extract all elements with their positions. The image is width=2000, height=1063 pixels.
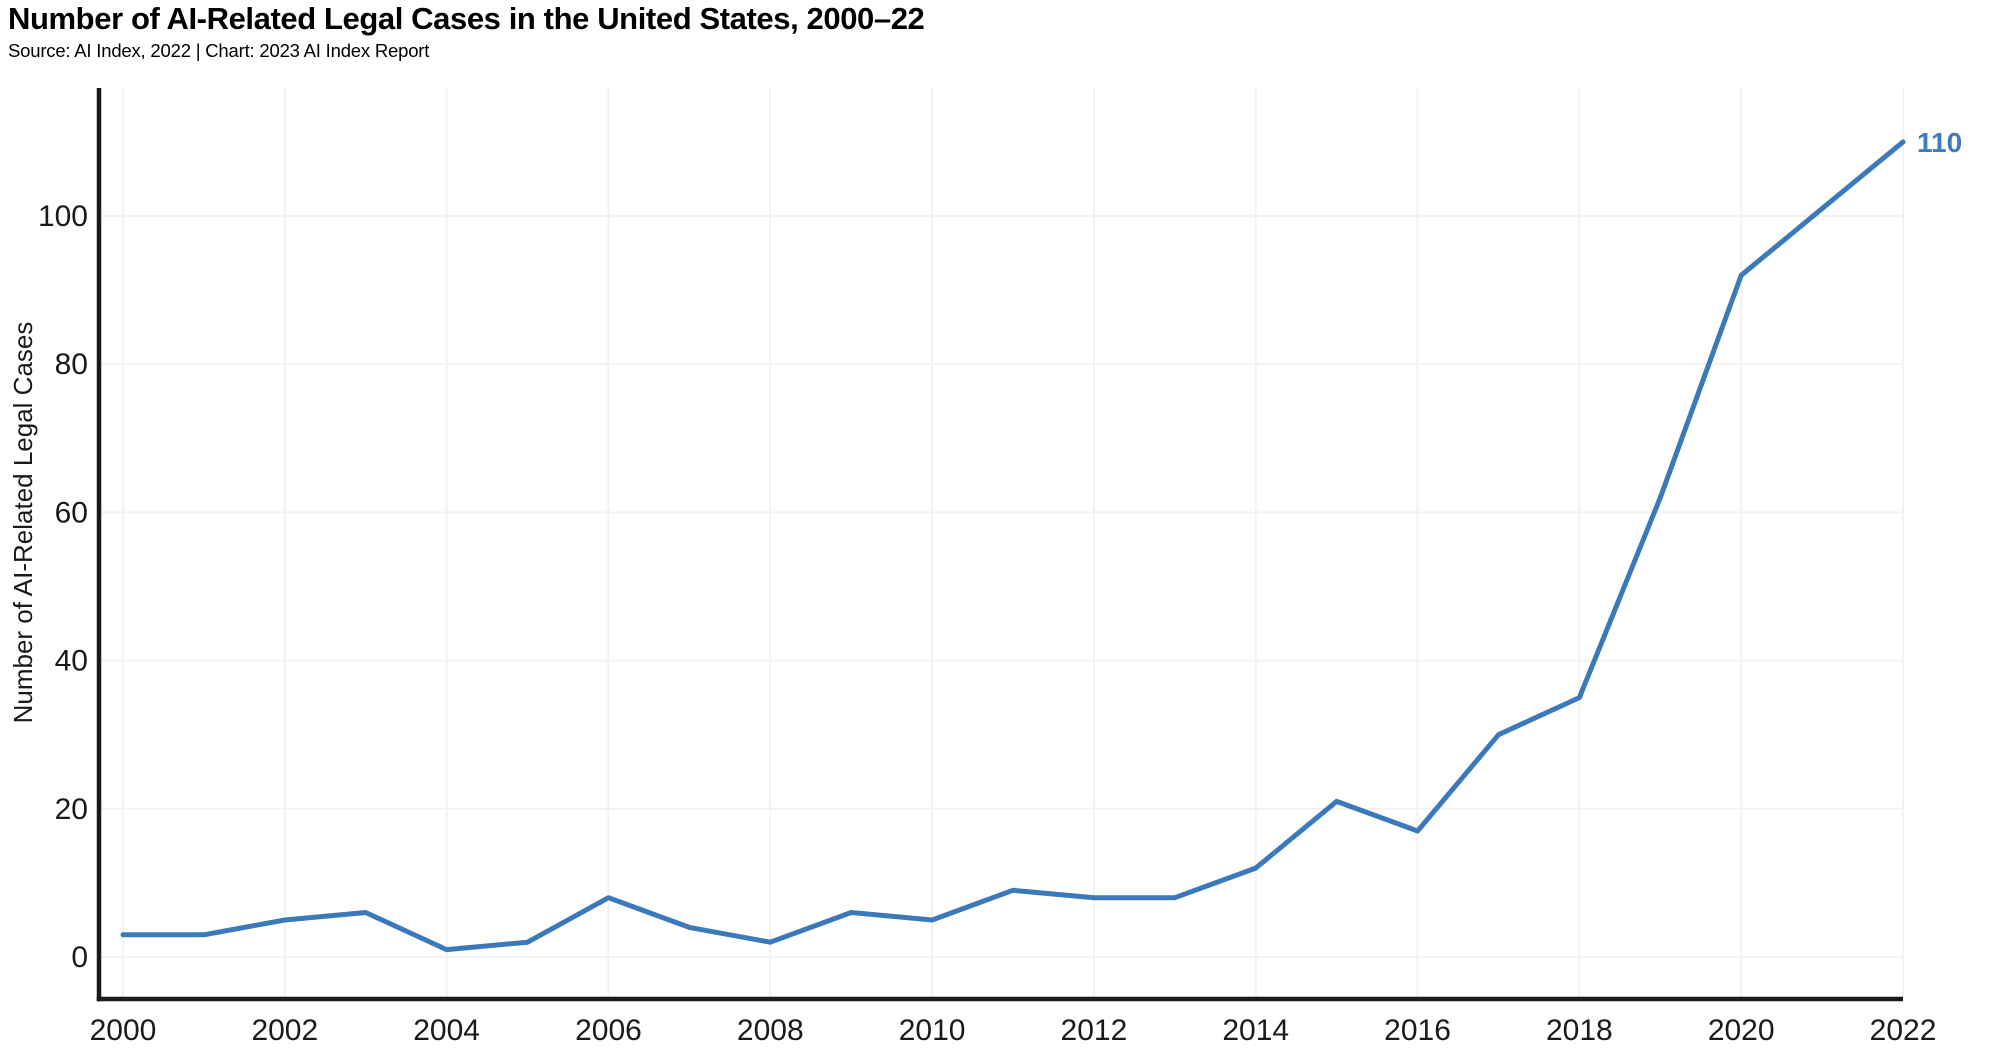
x-tick-label: 2020 (1708, 1014, 1775, 1047)
x-tick-label: 2014 (1222, 1014, 1289, 1047)
y-axis-title: Number of AI-Related Legal Cases (8, 322, 38, 724)
y-tick-label: 100 (38, 200, 88, 233)
x-tick-label: 2016 (1384, 1014, 1451, 1047)
y-tick-label: 60 (55, 496, 88, 529)
y-tick-label: 40 (55, 645, 88, 678)
x-tick-label: 2012 (1061, 1014, 1128, 1047)
x-tick-label: 2022 (1870, 1014, 1937, 1047)
y-tick-label: 80 (55, 348, 88, 381)
chart-title: Number of AI-Related Legal Cases in the … (8, 1, 925, 36)
x-tick-label: 2002 (251, 1014, 318, 1047)
y-tick-label: 0 (71, 941, 88, 974)
x-tick-label: 2000 (90, 1014, 157, 1047)
y-tick-label: 20 (55, 793, 88, 826)
x-tick-label: 2006 (575, 1014, 642, 1047)
x-tick-label: 2004 (413, 1014, 480, 1047)
end-value-label: 110 (1917, 127, 1962, 158)
x-tick-label: 2010 (899, 1014, 966, 1047)
x-tick-label: 2018 (1546, 1014, 1613, 1047)
chart-subtitle: Source: AI Index, 2022 | Chart: 2023 AI … (8, 40, 430, 61)
data-line (120, 139, 1906, 953)
x-tick-label: 2008 (737, 1014, 804, 1047)
